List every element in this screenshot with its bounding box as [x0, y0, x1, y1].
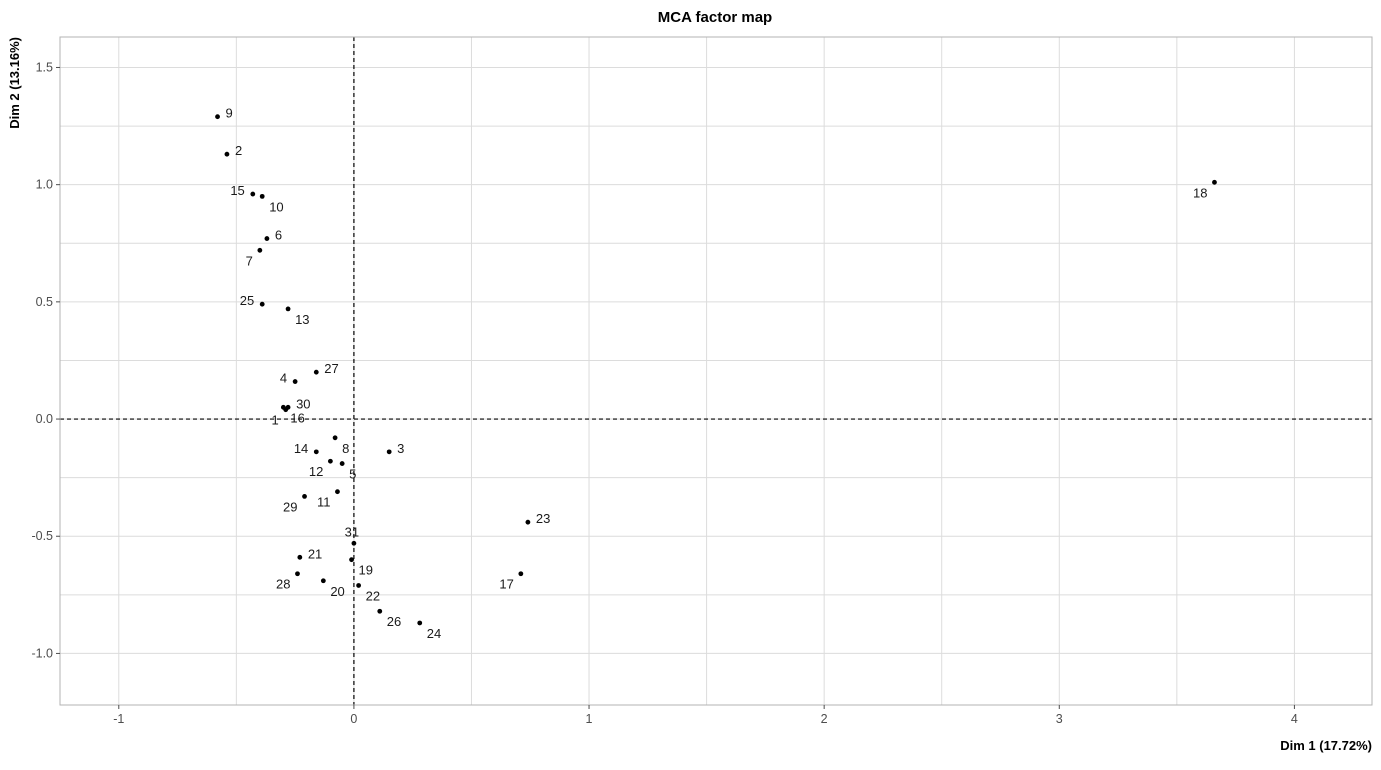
data-point-2: [224, 151, 230, 157]
data-point-4: [292, 379, 298, 384]
data-point-28: [295, 571, 300, 577]
x-axis: -1 0 1 2 3 4: [113, 705, 1298, 726]
point-label-20: 20: [330, 584, 344, 599]
data-point-7: [257, 247, 263, 253]
data-point-20: [320, 578, 326, 584]
y-axis: -1.0 -0.5 0.0 0.5 1.0 1.5: [31, 60, 60, 660]
x-tick-label: -1: [113, 712, 124, 726]
data-point-23: [525, 519, 531, 525]
data-point-22: [356, 583, 362, 588]
point-label-25: 25: [240, 293, 254, 308]
data-point-19: [349, 557, 354, 563]
data-point-26: [377, 608, 383, 614]
plot-panel: [59, 36, 1373, 706]
x-tick-label: 3: [1056, 712, 1063, 726]
data-point-24: [417, 620, 423, 626]
point-label-4: 4: [280, 371, 287, 386]
point-label-22: 22: [366, 588, 380, 603]
x-tick-label: 4: [1291, 712, 1298, 726]
point-label-27: 27: [324, 361, 338, 376]
data-point-5: [339, 461, 345, 466]
point-label-19: 19: [359, 563, 373, 578]
data-point-25: [259, 301, 265, 307]
data-point-3: [386, 449, 392, 455]
data-point-30: [285, 404, 291, 410]
x-tick-label: 0: [350, 712, 357, 726]
y-tick-label: -1.0: [31, 646, 53, 660]
point-label-11: 11: [317, 495, 331, 510]
point-label-9: 9: [226, 106, 233, 121]
point-label-2: 2: [235, 143, 242, 158]
point-label-1: 1: [271, 413, 278, 428]
point-label-16: 16: [290, 410, 304, 425]
point-label-17: 17: [499, 577, 513, 592]
point-label-13: 13: [295, 312, 309, 327]
point-label-30: 30: [296, 396, 310, 411]
data-point-29: [302, 493, 307, 499]
data-point-8: [332, 435, 338, 441]
data-point-21: [297, 554, 303, 560]
points-layer: 1234567891011121314151617181920212223242…: [215, 106, 1217, 641]
point-label-28: 28: [276, 577, 290, 592]
point-label-12: 12: [309, 464, 323, 479]
point-label-6: 6: [275, 228, 282, 243]
point-label-15: 15: [230, 183, 244, 198]
data-point-16: [280, 404, 286, 410]
chart-title: MCA factor map: [658, 9, 772, 26]
point-label-5: 5: [349, 467, 356, 482]
point-label-14: 14: [294, 441, 308, 456]
y-axis-title: Dim 2 (13.16%): [7, 37, 22, 129]
reference-lines: [60, 37, 1372, 705]
data-point-9: [215, 114, 220, 120]
y-tick-label: 1.5: [36, 60, 53, 74]
data-point-12: [327, 458, 333, 464]
data-point-27: [313, 369, 319, 375]
point-label-10: 10: [269, 199, 283, 214]
x-tick-label: 1: [586, 712, 593, 726]
data-point-10: [259, 193, 265, 199]
point-label-26: 26: [387, 614, 401, 629]
y-tick-label: 0.0: [36, 412, 53, 426]
y-tick-label: 0.5: [36, 295, 53, 309]
point-label-23: 23: [536, 511, 550, 526]
grid-lines: [60, 37, 1372, 705]
data-point-18: [1212, 179, 1217, 185]
data-point-13: [285, 306, 291, 312]
y-tick-label: 1.0: [36, 178, 53, 192]
data-point-14: [313, 449, 319, 455]
point-label-18: 18: [1193, 185, 1207, 200]
x-tick-label: 2: [821, 712, 828, 726]
x-axis-title: Dim 1 (17.72%): [1280, 738, 1372, 753]
data-point-15: [250, 191, 256, 197]
point-label-8: 8: [342, 441, 349, 456]
y-tick-label: -0.5: [31, 529, 53, 543]
point-label-29: 29: [283, 499, 297, 514]
point-label-24: 24: [427, 626, 441, 641]
data-point-31: [351, 540, 357, 546]
point-label-21: 21: [308, 546, 322, 561]
data-point-11: [335, 489, 340, 495]
point-label-7: 7: [246, 253, 253, 268]
point-label-3: 3: [397, 441, 404, 456]
point-label-31: 31: [345, 524, 359, 539]
data-point-17: [518, 571, 524, 577]
data-point-6: [264, 236, 270, 241]
